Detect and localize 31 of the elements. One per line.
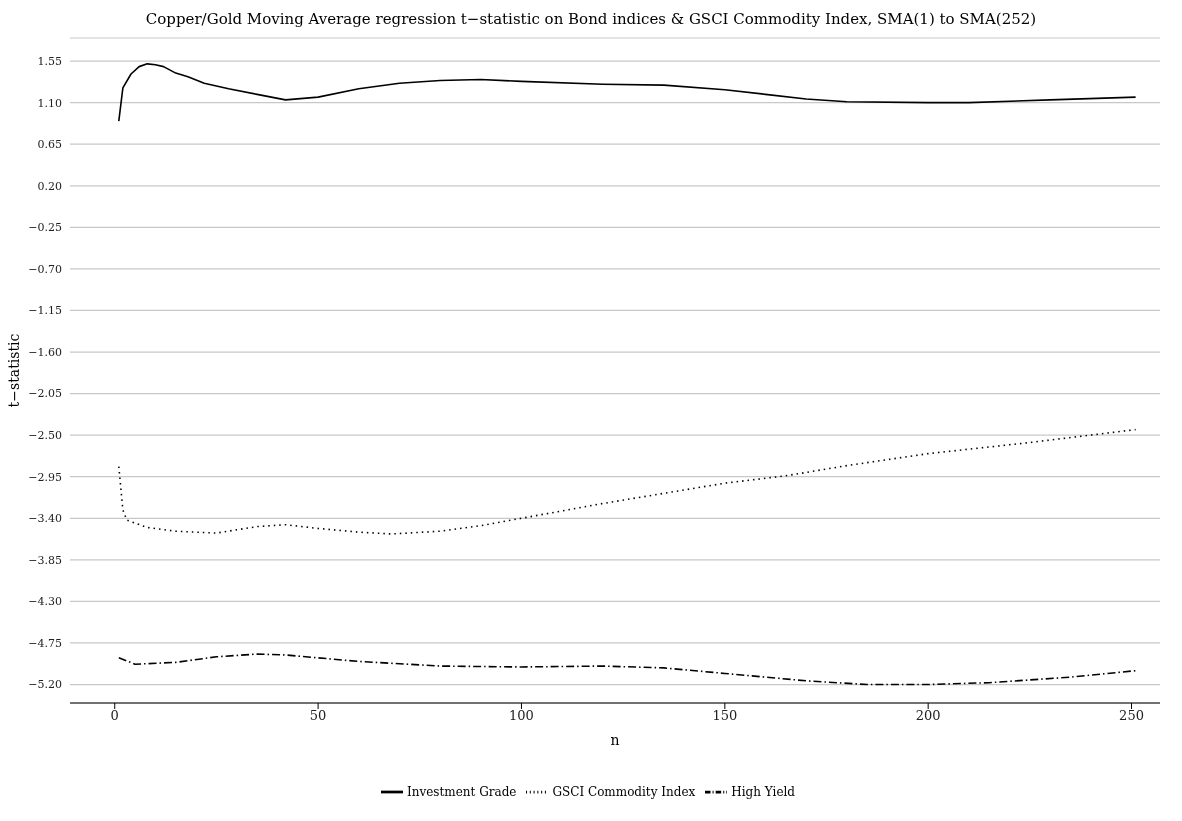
line-series [118,63,1137,122]
line-series [118,428,1137,535]
y-tick-label: −0.70 [28,262,62,276]
legend-label: High Yield [731,784,796,799]
y-tick-label: −2.05 [28,387,62,401]
x-tick-label: 150 [712,708,738,724]
x-tick-label: 50 [309,708,327,724]
y-tick-label: −5.20 [28,678,62,692]
x-tick-label: 100 [509,708,534,724]
y-tick-label: −2.95 [28,470,62,484]
x-tick-label: 200 [915,708,941,724]
y-tick-label: −4.75 [28,636,62,650]
x-tick-label: 250 [1119,708,1144,724]
legend-label: GSCI Commodity Index [552,784,696,799]
chart-title: Copper/Gold Moving Average regression t−statistic on Bond indices & GSCI Commodity Index, SMA(1) to SMA(252) [144,9,1038,30]
y-tick-label: −0.25 [28,221,62,235]
x-axis-title: n [610,732,620,748]
y-tick-label: −1.15 [28,304,62,318]
legend-label: Investment Grade [406,784,517,799]
y-tick-label: −2.50 [28,429,62,443]
y-tick-label: 1.55 [37,55,62,68]
y-tick-label: −4.30 [28,595,62,609]
y-tick-label: 0.20 [37,179,62,193]
y-tick-label: 1.10 [37,96,62,110]
y-tick-label: −3.85 [28,553,62,567]
y-axis-title: t−statistic [5,333,22,408]
line-series [118,653,1137,686]
y-tick-label: −3.40 [28,512,62,526]
x-tick-label: 0 [110,708,119,724]
y-tick-label: 0.65 [37,138,62,152]
y-tick-label: −1.60 [28,345,62,359]
